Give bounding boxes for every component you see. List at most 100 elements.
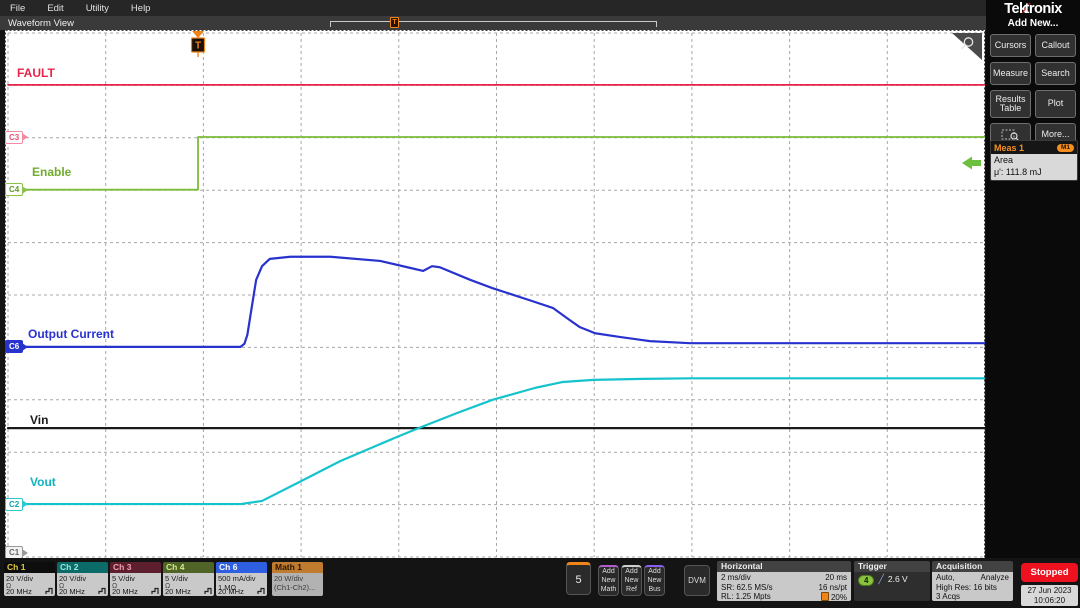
badge-step-icon bbox=[151, 588, 159, 595]
badge-header: Ch 3 bbox=[110, 562, 161, 573]
badge-body: 5 V/div Ω 20 MHz bbox=[110, 573, 161, 596]
callout-button[interactable]: Callout bbox=[1035, 34, 1076, 57]
horizontal-trigger-pos: 20% bbox=[820, 592, 847, 601]
meas1-badge[interactable]: Meas 1 M1 Area μ': 111.8 mJ bbox=[990, 140, 1078, 182]
badge-scale: 5 V/div bbox=[165, 574, 188, 583]
badge-bandwidth: 20 MHz bbox=[165, 586, 191, 596]
zoom-corner-magnifier-icon bbox=[963, 37, 974, 47]
acquisition-resolution: High Res: 16 bits bbox=[936, 582, 997, 592]
trigger-flag-glyph: T bbox=[195, 41, 201, 52]
logo-slash-icon: ∕ bbox=[1024, 1, 1027, 17]
menu-item-help[interactable]: Help bbox=[130, 2, 151, 14]
waveform-label-fault: FAULT bbox=[17, 66, 55, 80]
horizontal-window: 20 ms bbox=[825, 573, 847, 582]
trigger-flag-top[interactable] bbox=[192, 31, 205, 38]
meas1-name: Area bbox=[994, 155, 1014, 165]
probe-icon: Ω bbox=[112, 583, 118, 591]
badge-body: 20 W/div (Ch1-Ch2)... bbox=[272, 573, 323, 596]
badge-scale: 20 V/div bbox=[6, 574, 34, 583]
bottom-bar: 5 DVM Horizontal 2 ms/div 20 ms SR: 62.5 … bbox=[0, 558, 1080, 608]
channel-marker-c6[interactable]: C6 bbox=[5, 340, 29, 354]
trigger-panel[interactable]: Trigger 4 ╱ 2.6 V bbox=[854, 561, 930, 601]
badge-bandwidth: 20 MHz bbox=[59, 586, 85, 596]
waveform-label-vin: Vin bbox=[30, 413, 49, 427]
channel-badge-math1[interactable]: Math 1 20 W/div (Ch1-Ch2)... bbox=[272, 562, 323, 596]
rising-edge-icon: ╱ bbox=[878, 574, 884, 584]
plot-button[interactable]: Plot bbox=[1035, 90, 1076, 118]
add-new-math-button[interactable]: Add New Math bbox=[598, 565, 619, 596]
acquisition-panel[interactable]: Acquisition Auto, Analyze High Res: 16 bi… bbox=[932, 561, 1013, 601]
meas1-body: Area μ': 111.8 mJ bbox=[991, 154, 1077, 181]
menu-bar: File Edit Utility Help bbox=[0, 0, 986, 16]
add-new-ref-button[interactable]: Add New Ref bbox=[621, 565, 642, 596]
dvm-button[interactable]: DVM bbox=[684, 565, 710, 596]
add-new-heading: Add New... bbox=[1007, 18, 1059, 29]
horizontal-body: 2 ms/div 20 ms SR: 62.5 MS/s 16 ns/pt RL: … bbox=[717, 572, 851, 601]
acquisition-body: Auto, Analyze High Res: 16 bits 3 Acqs bbox=[932, 572, 1013, 601]
channel-badge-ch2[interactable]: Ch 2 20 V/div Ω 20 MHz bbox=[57, 562, 108, 596]
badge-header: Math 1 bbox=[272, 562, 323, 573]
time-text: 10:06:20 bbox=[1033, 596, 1066, 606]
channel-marker-c4[interactable]: C4 bbox=[5, 183, 29, 197]
badge-scale: 5 V/div bbox=[112, 574, 135, 583]
horizontal-position-indicator[interactable] bbox=[330, 21, 657, 27]
tektronix-logo: Tek∕tronix bbox=[1004, 1, 1062, 17]
wave-count-button[interactable]: 5 bbox=[566, 562, 591, 595]
badge-body: 500 mA/div 1 MΩ 20 MHz bbox=[216, 573, 267, 596]
trigger-title: Trigger bbox=[854, 561, 930, 572]
run-stop-button[interactable]: Stopped bbox=[1021, 563, 1078, 582]
badge-header: Ch 6 bbox=[216, 562, 267, 573]
trace-output-current[interactable] bbox=[6, 255, 985, 348]
menu-item-edit[interactable]: Edit bbox=[47, 2, 64, 14]
probe-icon: Ω bbox=[6, 583, 12, 591]
tab-waveform-view[interactable]: Waveform View bbox=[8, 17, 74, 29]
horizontal-panel[interactable]: Horizontal 2 ms/div 20 ms SR: 62.5 MS/s 16… bbox=[717, 561, 851, 601]
results-table-button[interactable]: Results Table bbox=[990, 90, 1031, 118]
menu-item-file[interactable]: File bbox=[10, 2, 26, 14]
badge-header: Ch 4 bbox=[163, 562, 214, 573]
right-sidebar: Tek∕tronix Add New... Cursors Callout Me… bbox=[986, 0, 1080, 558]
waveform-svg: T bbox=[5, 30, 985, 560]
badge-expression: (Ch1-Ch2)... bbox=[274, 583, 316, 593]
horizontal-sample-rate: SR: 62.5 MS/s bbox=[721, 582, 773, 592]
date-text: 27 Jun 2023 bbox=[1027, 586, 1072, 595]
badge-step-icon bbox=[45, 588, 53, 595]
badge-step-icon bbox=[257, 588, 265, 595]
add-new-bus-button[interactable]: Add New Bus bbox=[644, 565, 665, 596]
menu-item-utility[interactable]: Utility bbox=[85, 2, 109, 14]
meas1-title: Meas 1 bbox=[994, 142, 1025, 153]
waveform-label-output-current: Output Current bbox=[28, 327, 114, 341]
badge-header: Ch 1 bbox=[4, 562, 55, 573]
trigger-level-arrow[interactable] bbox=[962, 156, 981, 170]
badge-impedance: 1 MΩ bbox=[218, 583, 237, 593]
measure-button[interactable]: Measure bbox=[990, 62, 1031, 85]
sidebar-button-grid: Cursors Callout Measure Search Results T… bbox=[986, 34, 1080, 146]
horizontal-resolution: 16 ns/pt bbox=[818, 582, 847, 592]
acquisition-title: Acquisition bbox=[932, 561, 1013, 572]
waveform-display[interactable]: T FAULT Enable Output Current Vin Vout C3 C4 C6… bbox=[5, 30, 985, 560]
search-button[interactable]: Search bbox=[1035, 62, 1076, 85]
badge-body: 5 V/div Ω 20 MHz bbox=[163, 573, 214, 596]
trace-vout[interactable] bbox=[6, 377, 985, 506]
tab-bar: Waveform View T bbox=[0, 16, 986, 30]
badge-bandwidth: 20 MHz bbox=[112, 586, 138, 596]
trace-enable[interactable] bbox=[7, 136, 985, 191]
badge-step-icon bbox=[204, 588, 212, 595]
badge-bandwidth: 20 MHz bbox=[218, 586, 244, 596]
probe-icon: Ω bbox=[59, 583, 65, 591]
channel-marker-c2[interactable]: C2 bbox=[5, 497, 29, 511]
badge-scale: 500 mA/div bbox=[218, 574, 256, 583]
acquisition-count: 3 Acqs bbox=[936, 592, 961, 601]
trigger-position-icon[interactable]: T bbox=[390, 17, 399, 28]
badge-body: 20 V/div Ω 20 MHz bbox=[4, 573, 55, 596]
probe-icon: Ω bbox=[165, 583, 171, 591]
channel-badge-ch1[interactable]: Ch 1 20 V/div Ω 20 MHz bbox=[4, 562, 55, 596]
channel-marker-c3[interactable]: C3 bbox=[5, 130, 29, 144]
badge-scale: 20 V/div bbox=[59, 574, 87, 583]
zoom-corner-magnifier-handle bbox=[961, 44, 966, 50]
horizontal-scale: 2 ms/div bbox=[721, 573, 751, 582]
cursors-button[interactable]: Cursors bbox=[990, 34, 1031, 57]
channel-badge-ch6[interactable]: Ch 6 500 mA/div 1 MΩ 20 MHz bbox=[216, 562, 267, 596]
